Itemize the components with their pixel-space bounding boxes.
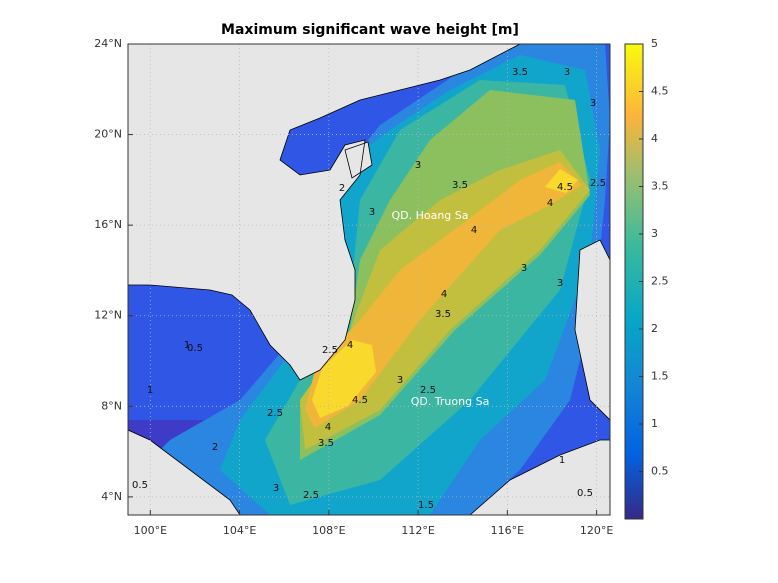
plot-frame [127,43,611,516]
hainan [344,141,373,179]
contour-fill [312,169,578,418]
contour-label: 4 [325,422,331,433]
borneo [469,439,610,515]
y-tick-label: 8°N [101,399,122,412]
x-tick-label: 104°E [223,524,256,537]
philippines [574,239,610,421]
contour-label: 4.5 [557,182,573,193]
contour-label: 3 [521,263,527,274]
y-tick-label: 24°N [94,37,122,50]
contour-label: 4 [547,198,553,209]
contour-label: 3 [564,67,570,78]
place-label: QD. Hoang Sa [391,209,468,222]
contour-label: 3.5 [318,438,334,449]
colorbar-label: 2.5 [651,275,669,288]
x-tick-label: 100°E [134,524,167,537]
contour-label: 2.5 [267,408,283,419]
colorbar-label: 2 [651,322,658,335]
contour-label: 3 [557,278,563,289]
contour-label: 2 [212,442,218,453]
contour-label: 4 [441,289,447,300]
colorbar-label: 5 [651,37,658,50]
contour-label: 2.5 [303,490,319,501]
contour-label: 1 [147,385,153,396]
x-tick-label: 108°E [312,524,345,537]
contour-label: 3 [590,98,596,109]
contour-label: 1.5 [418,500,434,511]
contour-label: 1 [559,455,565,466]
contour-label: 3.5 [452,180,468,191]
contour-label: 4 [347,340,353,351]
contour-label: 3.5 [512,67,528,78]
contour-label: 4 [471,225,477,236]
contour-label: 1 [184,340,190,351]
x-tick-label: 116°E [491,524,524,537]
contour-label: 3 [273,483,279,494]
contour-label: 2.5 [322,345,338,356]
colorbar-label: 4 [651,132,658,145]
y-tick-label: 20°N [94,128,122,141]
contour-label: 2.5 [590,178,606,189]
contour-label: 0.5 [187,343,203,354]
y-tick-label: 4°N [101,490,122,503]
coastline [128,43,610,381]
colorbar-label: 3 [651,227,658,240]
malay-peninsula [128,429,241,515]
y-tick-label: 12°N [94,309,122,322]
colorbar-label: 1 [651,417,658,430]
sea [128,44,610,515]
contour-label: 3 [369,207,375,218]
colorbar-label: 0.5 [651,465,669,478]
contour-label: 0.5 [577,488,593,499]
place-label: QD. Truong Sa [411,395,490,408]
contour-label: 3 [415,160,421,171]
title: Maximum significant wave height [m] [221,22,519,38]
y-tick-label: 16°N [94,218,122,231]
contour-label: 3.5 [435,309,451,320]
islands [128,141,610,515]
colorbar-label: 3.5 [651,180,669,193]
contour-label: 2.5 [420,385,436,396]
contour-label: 3 [397,375,403,386]
x-tick-label: 112°E [401,524,434,537]
contour-label: 0.5 [132,480,148,491]
contour-label: 4.5 [352,395,368,406]
colorbar-label: 4.5 [651,85,669,98]
contour-label: 2 [339,183,345,194]
x-tick-label: 120°E [580,524,613,537]
colorbar-label: 1.5 [651,370,669,383]
